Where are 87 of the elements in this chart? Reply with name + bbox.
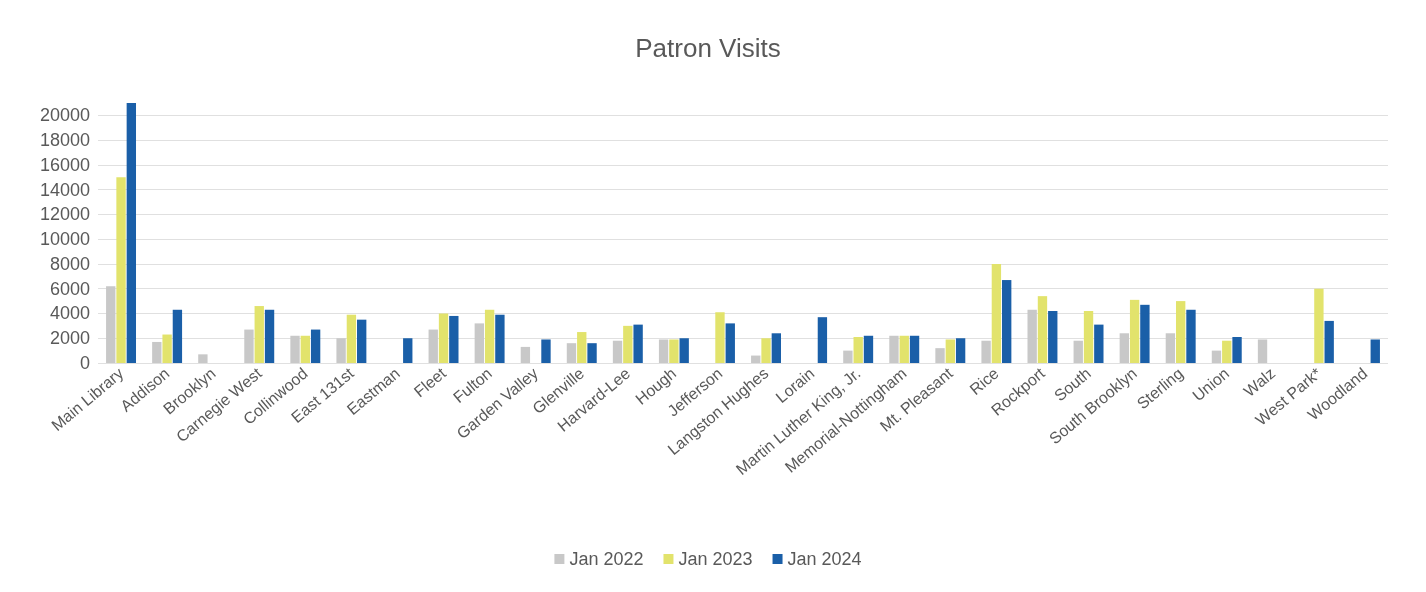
- bar: [1165, 333, 1176, 363]
- bar: [403, 338, 413, 363]
- bar: [1002, 280, 1012, 363]
- bar: [126, 103, 137, 363]
- bar: [1140, 304, 1150, 363]
- bar: [1222, 340, 1232, 363]
- x-tick-label: Walz: [1240, 364, 1279, 400]
- bar: [725, 323, 735, 363]
- bar: [909, 335, 920, 363]
- bar: [254, 306, 264, 363]
- bar: [1037, 296, 1048, 363]
- bar: [991, 263, 1002, 363]
- bar: [587, 343, 597, 363]
- bar: [853, 337, 863, 363]
- bar: [1073, 340, 1083, 363]
- bar: [520, 346, 531, 363]
- bar: [1094, 324, 1104, 363]
- y-tick-label: 6000: [49, 278, 90, 299]
- bar: [172, 309, 183, 363]
- bar: [336, 338, 346, 363]
- bar: [981, 340, 991, 363]
- y-tick-label: 2000: [49, 328, 90, 349]
- bar: [679, 338, 689, 363]
- bar: [1186, 309, 1196, 363]
- bar: [162, 334, 172, 363]
- bar: [484, 309, 495, 363]
- bar: [612, 340, 623, 363]
- bar: [761, 338, 771, 363]
- bar: [863, 335, 874, 363]
- bar: [1314, 288, 1324, 363]
- bar: [955, 338, 966, 363]
- y-tick-label: 8000: [49, 253, 90, 274]
- bar: [899, 335, 909, 363]
- y-tick-label: 14000: [39, 179, 90, 200]
- legend-label: Jan 2024: [787, 549, 862, 569]
- bar: [935, 348, 945, 363]
- y-tick-label: 12000: [39, 204, 90, 225]
- bar: [428, 329, 438, 363]
- y-tick-label: 16000: [39, 154, 90, 175]
- bar: [290, 335, 300, 363]
- bar: [300, 335, 310, 363]
- bar: [817, 317, 828, 363]
- bar: [1232, 337, 1242, 363]
- bar: [945, 339, 955, 363]
- bar: [715, 312, 725, 363]
- bar: [264, 309, 275, 363]
- bar: [310, 329, 321, 363]
- bar: [1176, 301, 1186, 363]
- bar: [1027, 309, 1037, 363]
- bar: [1257, 339, 1268, 363]
- y-tick-label: 0: [79, 353, 90, 373]
- bar: [152, 341, 162, 363]
- legend-label: Jan 2022: [569, 549, 644, 569]
- bar: [244, 329, 254, 363]
- bar: [1129, 299, 1140, 363]
- y-tick-label: 18000: [39, 130, 90, 151]
- bar: [623, 325, 633, 363]
- legend-label: Jan 2023: [678, 549, 753, 569]
- bar: [106, 286, 116, 363]
- y-tick-label: 4000: [49, 303, 90, 324]
- bar: [541, 339, 551, 363]
- bar: [566, 343, 577, 363]
- bar: [889, 335, 899, 363]
- y-tick-label: 20000: [39, 105, 90, 126]
- bar: [449, 315, 459, 363]
- bar: [1324, 320, 1334, 363]
- bar: [495, 314, 505, 363]
- y-tick-label: 10000: [39, 229, 90, 250]
- bar: [669, 339, 679, 363]
- bar: [577, 332, 587, 363]
- bar: [346, 314, 357, 363]
- bar: [658, 339, 669, 363]
- bar: [198, 354, 208, 363]
- bar: [1119, 333, 1129, 363]
- bar: [751, 355, 761, 363]
- chart-title: Patron Visits: [635, 33, 781, 63]
- bar: [116, 177, 126, 363]
- bar: [474, 323, 484, 363]
- bar: [438, 313, 449, 363]
- bar: [1048, 311, 1058, 363]
- bar: [1211, 350, 1222, 363]
- bar: [633, 324, 643, 363]
- bar: [357, 319, 367, 363]
- bar: [1370, 339, 1380, 363]
- bar: [771, 333, 782, 363]
- bar: [1083, 311, 1094, 363]
- bar: [843, 350, 853, 363]
